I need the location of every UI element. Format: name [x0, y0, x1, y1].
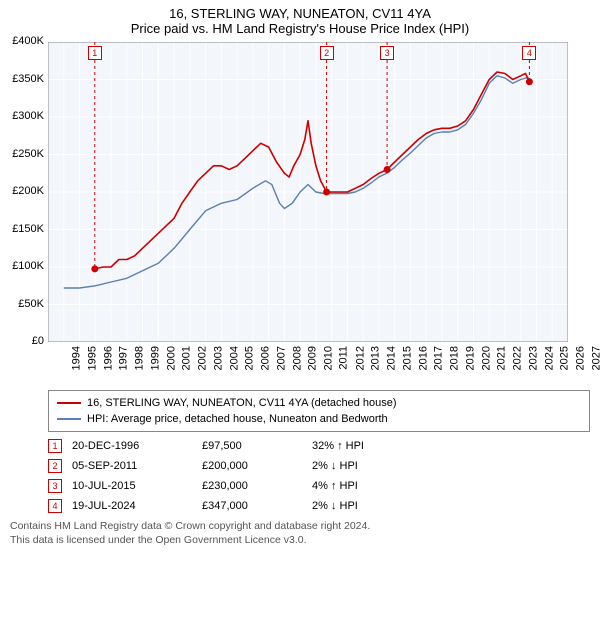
- x-tick-label: 2005: [244, 346, 256, 370]
- sale-row-delta: 2% ↓ HPI: [312, 500, 422, 512]
- series-price_paid: [95, 72, 530, 269]
- sale-marker-box: 2: [320, 46, 334, 60]
- title-subtitle: Price paid vs. HM Land Registry's House …: [0, 21, 600, 36]
- x-tick-label: 2027: [590, 346, 600, 370]
- y-tick-label: £0: [0, 335, 44, 347]
- x-tick-label: 2024: [543, 346, 555, 370]
- title-address: 16, STERLING WAY, NUNEATON, CV11 4YA: [0, 6, 600, 21]
- sale-row-date: 10-JUL-2015: [72, 480, 202, 492]
- x-tick-label: 2022: [512, 346, 524, 370]
- x-tick-label: 1996: [102, 346, 114, 370]
- sale-row-marker: 1: [48, 439, 62, 453]
- sale-marker-box: 3: [380, 46, 394, 60]
- x-tick-label: 2000: [165, 346, 177, 370]
- legend-swatch: [57, 402, 81, 404]
- sale-row-date: 05-SEP-2011: [72, 460, 202, 472]
- x-tick-label: 2004: [228, 346, 240, 370]
- page-root: 16, STERLING WAY, NUNEATON, CV11 4YA Pri…: [0, 0, 600, 620]
- x-tick-label: 1995: [86, 346, 98, 370]
- legend-label: HPI: Average price, detached house, Nune…: [87, 411, 388, 427]
- sale-row-price: £200,000: [202, 460, 312, 472]
- legend-row: 16, STERLING WAY, NUNEATON, CV11 4YA (de…: [57, 395, 581, 411]
- x-tick-label: 2025: [559, 346, 571, 370]
- sale-row: 1 20-DEC-1996£97,50032% ↑ HPI: [48, 436, 590, 456]
- y-tick-label: £50K: [0, 298, 44, 310]
- footer-attribution: Contains HM Land Registry data © Crown c…: [10, 520, 590, 547]
- sale-row-marker: 3: [48, 479, 62, 493]
- y-tick-label: £300K: [0, 110, 44, 122]
- legend-box: 16, STERLING WAY, NUNEATON, CV11 4YA (de…: [48, 390, 590, 432]
- sale-row: 3 10-JUL-2015£230,0004% ↑ HPI: [48, 476, 590, 496]
- sale-marker-dot: [323, 189, 330, 196]
- x-tick-label: 2026: [575, 346, 587, 370]
- chart-plot: [48, 42, 568, 342]
- sale-marker-dot: [526, 78, 533, 85]
- sale-row-price: £230,000: [202, 480, 312, 492]
- sale-marker-box: 4: [522, 46, 536, 60]
- y-tick-label: £250K: [0, 148, 44, 160]
- y-tick-label: £400K: [0, 35, 44, 47]
- legend-row: HPI: Average price, detached house, Nune…: [57, 411, 581, 427]
- y-tick-label: £100K: [0, 260, 44, 272]
- y-tick-label: £150K: [0, 223, 44, 235]
- footer-line1: Contains HM Land Registry data © Crown c…: [10, 520, 590, 534]
- sale-row-delta: 32% ↑ HPI: [312, 440, 422, 452]
- sale-row-marker: 4: [48, 499, 62, 513]
- sale-row-price: £347,000: [202, 500, 312, 512]
- x-tick-label: 2001: [181, 346, 193, 370]
- x-tick-label: 2009: [307, 346, 319, 370]
- sales-table: 1 20-DEC-1996£97,50032% ↑ HPI 2 05-SEP-2011…: [48, 436, 590, 516]
- x-tick-label: 2003: [212, 346, 224, 370]
- x-tick-label: 2018: [449, 346, 461, 370]
- x-tick-label: 2017: [433, 346, 445, 370]
- x-tick-label: 2014: [386, 346, 398, 370]
- sale-row-delta: 4% ↑ HPI: [312, 480, 422, 492]
- y-tick-label: £350K: [0, 73, 44, 85]
- x-tick-label: 2008: [291, 346, 303, 370]
- x-tick-label: 2016: [417, 346, 429, 370]
- title-block: 16, STERLING WAY, NUNEATON, CV11 4YA Pri…: [0, 0, 600, 38]
- legend-label: 16, STERLING WAY, NUNEATON, CV11 4YA (de…: [87, 395, 397, 411]
- sale-row-marker: 2: [48, 459, 62, 473]
- x-tick-label: 2010: [323, 346, 335, 370]
- sale-row-date: 19-JUL-2024: [72, 500, 202, 512]
- footer-line2: This data is licensed under the Open Gov…: [10, 534, 590, 548]
- sale-marker-dot: [91, 265, 98, 272]
- sale-marker-dot: [384, 166, 391, 173]
- x-tick-label: 2021: [496, 346, 508, 370]
- x-tick-label: 1997: [118, 346, 130, 370]
- x-tick-label: 2019: [464, 346, 476, 370]
- x-tick-label: 2020: [480, 346, 492, 370]
- x-tick-label: 2007: [275, 346, 287, 370]
- x-tick-label: 1994: [70, 346, 82, 370]
- x-tick-label: 1998: [134, 346, 146, 370]
- sale-row: 4 19-JUL-2024£347,0002% ↓ HPI: [48, 496, 590, 516]
- sale-row-price: £97,500: [202, 440, 312, 452]
- sale-row-delta: 2% ↓ HPI: [312, 460, 422, 472]
- legend-swatch: [57, 418, 81, 420]
- sale-marker-box: 1: [88, 46, 102, 60]
- x-tick-label: 2011: [338, 346, 350, 370]
- x-tick-label: 2012: [354, 346, 366, 370]
- x-tick-label: 2006: [260, 346, 272, 370]
- x-tick-label: 2023: [527, 346, 539, 370]
- x-tick-label: 2015: [401, 346, 413, 370]
- chart-area: £0£50K£100K£150K£200K£250K£300K£350K£400…: [48, 42, 600, 382]
- x-tick-label: 2013: [370, 346, 382, 370]
- sale-row: 2 05-SEP-2011£200,0002% ↓ HPI: [48, 456, 590, 476]
- sale-row-date: 20-DEC-1996: [72, 440, 202, 452]
- y-tick-label: £200K: [0, 185, 44, 197]
- x-tick-label: 2002: [197, 346, 209, 370]
- x-tick-label: 1999: [149, 346, 161, 370]
